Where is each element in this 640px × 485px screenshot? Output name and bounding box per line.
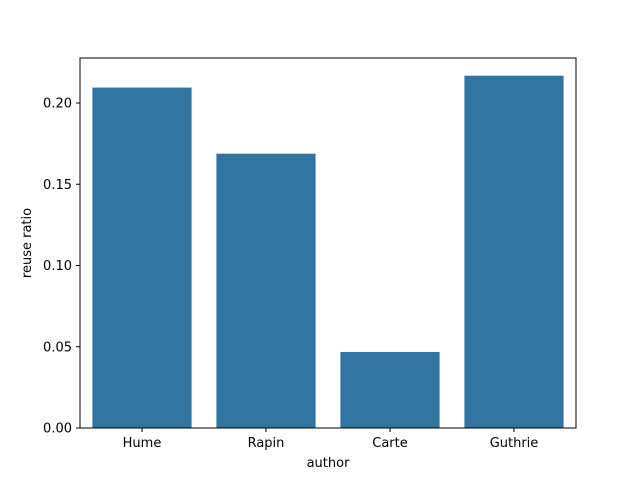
x-tick-label: Carte xyxy=(372,436,407,451)
plot-frame xyxy=(79,57,577,429)
bars-group xyxy=(92,75,564,428)
x-tick-label: Rapin xyxy=(248,436,285,451)
y-tick-label: 0.20 xyxy=(43,97,72,112)
y-tick-label: 0.15 xyxy=(43,178,72,193)
y-axis: 0.00 0.05 0.10 0.15 0.20 xyxy=(43,97,80,437)
y-tick-label: 0.00 xyxy=(43,422,72,437)
bar-guthrie xyxy=(464,75,564,428)
x-tick-label: Guthrie xyxy=(490,436,539,451)
x-tick-label: Hume xyxy=(123,436,162,451)
bar-carte xyxy=(340,351,440,428)
y-axis-label: reuse ratio xyxy=(20,208,35,278)
x-axis-label: author xyxy=(307,456,350,471)
x-axis: Hume Rapin Carte Guthrie xyxy=(123,428,539,451)
y-tick-label: 0.05 xyxy=(43,340,72,355)
bar-hume xyxy=(92,87,192,428)
y-tick-label: 0.10 xyxy=(43,259,72,274)
bar-rapin xyxy=(216,153,316,428)
